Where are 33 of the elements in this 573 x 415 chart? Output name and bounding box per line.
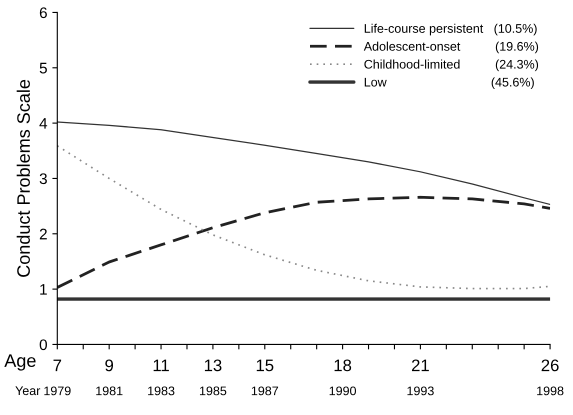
x2-tick-label: 1990	[330, 386, 356, 396]
line-series	[57, 121, 550, 206]
legend-label: Life-course persistent (10.5%)	[364, 24, 537, 36]
x2-tick-label: 1983	[148, 386, 174, 396]
y-tick-label: 3	[40, 173, 47, 184]
y-tick-label: 5	[40, 62, 47, 74]
y-axis-title: Conduct Problems Scale	[16, 80, 30, 277]
line-series	[57, 196, 550, 289]
x-axis-title: Age	[4, 354, 36, 371]
x-tick-label: 21	[412, 359, 429, 372]
x2-tick-label: 1985	[200, 386, 226, 396]
x-tick-label: 13	[204, 359, 222, 372]
line-series	[57, 144, 550, 290]
legend-label: Adolescent-onset (19.6%)	[364, 42, 538, 54]
x2-tick-label: 1998	[537, 386, 564, 396]
x2-tick-label: 1981	[96, 386, 122, 396]
y-tick-label: 1	[40, 284, 47, 295]
x2-tick-label: 1993	[407, 386, 434, 396]
y-tick-label: 0	[40, 339, 47, 350]
x2-tick-label: 1979	[44, 386, 71, 396]
y-tick-label: 2	[40, 228, 47, 240]
x-tick-label: 26	[542, 359, 559, 372]
x2-tick-label: 1987	[252, 386, 278, 396]
x-tick-label: 9	[105, 359, 114, 372]
x2-axis-title: Year	[15, 386, 40, 396]
x-tick-label: 7	[54, 360, 62, 372]
legend-label: Low (45.6%)	[364, 77, 534, 90]
y-tick-label: 4	[39, 118, 48, 129]
x-tick-label: 15	[256, 360, 274, 372]
x-tick-label: 11	[154, 360, 169, 372]
y-tick-label: 6	[40, 7, 47, 18]
x-tick-label: 18	[334, 359, 352, 372]
legend-label: Childhood-limited (24.3%)	[364, 60, 538, 72]
